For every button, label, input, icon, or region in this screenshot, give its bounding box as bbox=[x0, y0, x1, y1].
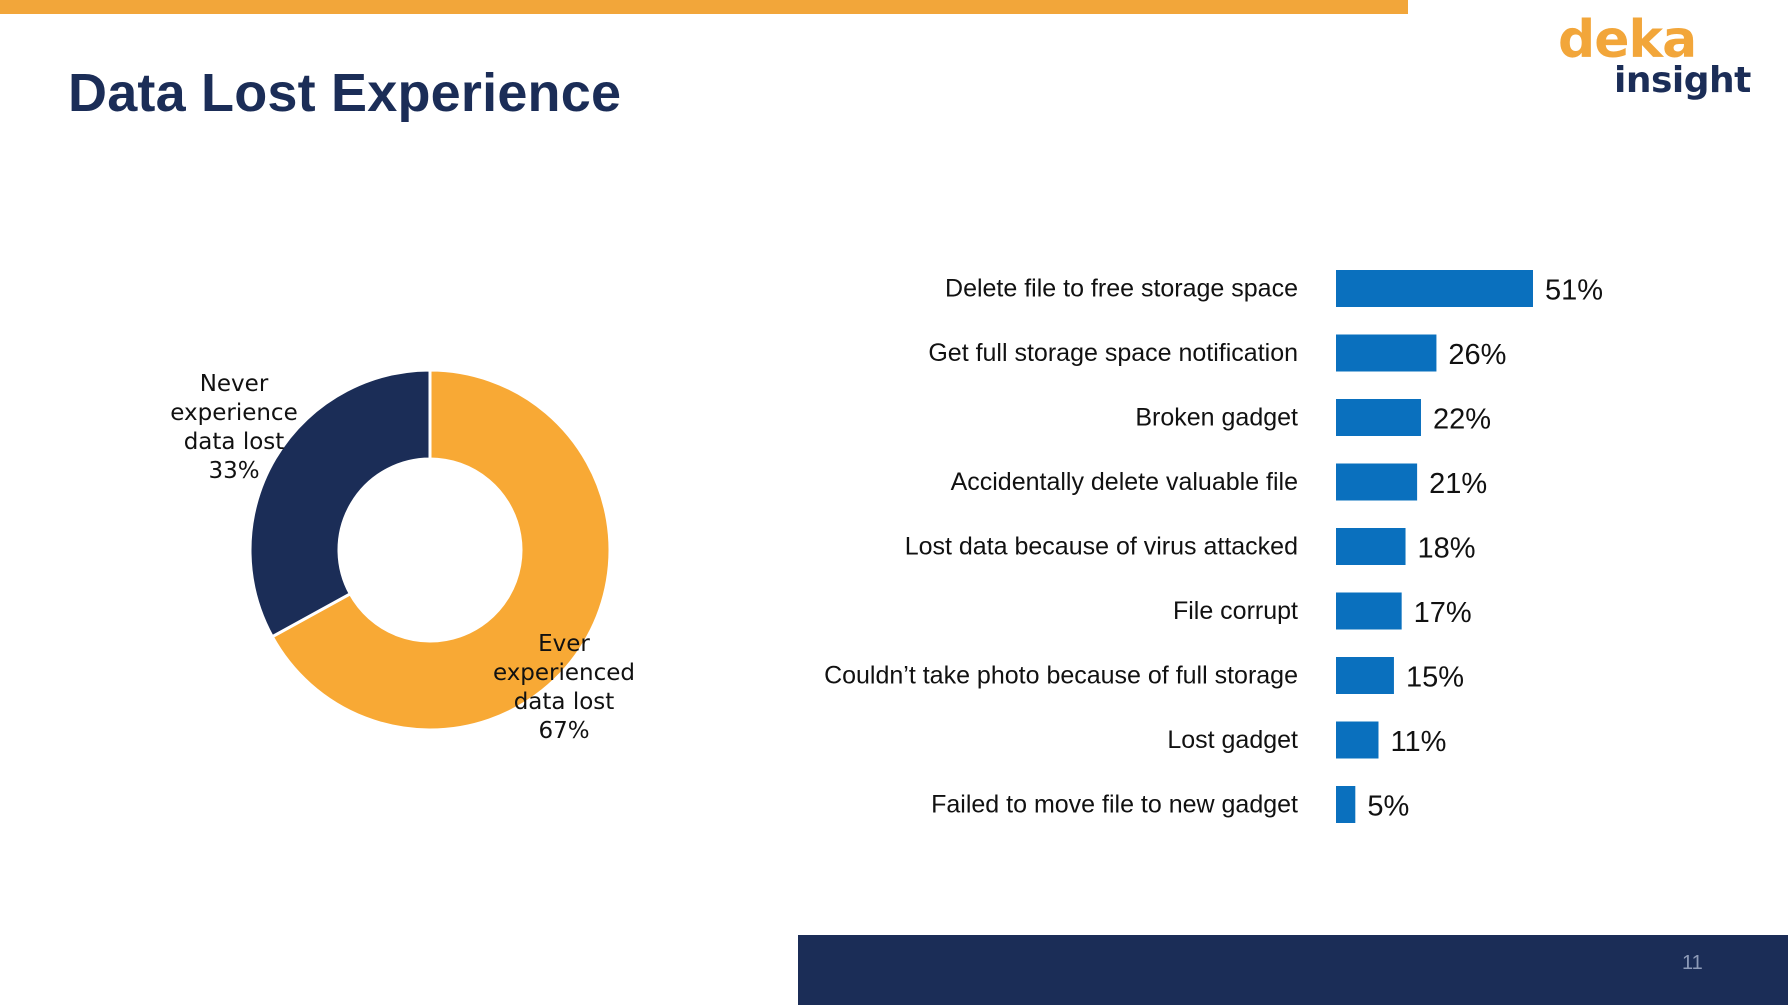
donut-label-line: experience bbox=[170, 400, 298, 426]
bar-value-label: 18% bbox=[1418, 533, 1476, 565]
donut-label-never-experience: Never experience data lost 33% bbox=[154, 370, 314, 486]
horizontal-bar-chart: Delete file to free storage space 51% Get … bbox=[824, 270, 1603, 823]
bar-category-label: Get full storage space notification bbox=[928, 339, 1298, 367]
donut-label-value: 67% bbox=[538, 718, 590, 744]
bar-category-label: Lost gadget bbox=[1167, 726, 1298, 754]
bar-category-label: Couldn’t take photo because of full stor… bbox=[824, 662, 1298, 690]
bar-value-label: 15% bbox=[1406, 662, 1464, 694]
bar-category-label: Failed to move file to new gadget bbox=[931, 791, 1298, 819]
logo-wordmark-deka: deka bbox=[1558, 10, 1697, 70]
donut-label-line: experienced bbox=[492, 660, 636, 686]
deka-insight-logo: deka insight bbox=[1552, 10, 1752, 110]
bar bbox=[1336, 270, 1533, 307]
bar-category-label: Broken gadget bbox=[1135, 404, 1298, 432]
bar-category-label: Lost data because of virus attacked bbox=[905, 533, 1298, 561]
top-accent-bar bbox=[0, 0, 1408, 14]
bar bbox=[1336, 463, 1418, 501]
bar bbox=[1336, 528, 1406, 565]
donut-chart bbox=[248, 368, 612, 732]
donut-slice-ever-experienced bbox=[270, 368, 612, 732]
bar-value-label: 51% bbox=[1545, 275, 1603, 307]
donut-label-line: Never bbox=[199, 371, 269, 397]
bar-value-label: 22% bbox=[1433, 404, 1491, 436]
bar bbox=[1336, 721, 1379, 759]
footer-bar bbox=[798, 935, 1788, 1005]
logo-wordmark-insight: insight bbox=[1614, 60, 1751, 101]
bar-value-label: 11% bbox=[1390, 726, 1446, 758]
bar-value-label: 17% bbox=[1414, 597, 1472, 629]
donut-label-value: 33% bbox=[208, 458, 260, 484]
bar-category-label: Accidentally delete valuable file bbox=[951, 468, 1298, 496]
donut-label-line: Ever bbox=[538, 631, 590, 657]
bar-value-label: 21% bbox=[1429, 468, 1487, 500]
bar bbox=[1336, 786, 1356, 823]
bar bbox=[1336, 399, 1421, 436]
bar bbox=[1336, 334, 1437, 372]
donut-label-line: data lost bbox=[513, 689, 615, 715]
bar-category-label: File corrupt bbox=[1173, 597, 1298, 625]
page-number: 11 bbox=[1682, 952, 1703, 974]
donut-label-ever-experienced: Ever experienced data lost 67% bbox=[484, 630, 644, 746]
bar bbox=[1336, 592, 1402, 630]
bar-category-label: Delete file to free storage space bbox=[945, 275, 1298, 303]
donut-label-line: data lost bbox=[183, 429, 285, 455]
slide-title: Data Lost Experience bbox=[68, 63, 622, 123]
bar-value-label: 26% bbox=[1448, 339, 1506, 371]
bar bbox=[1336, 657, 1394, 694]
bar-value-label: 5% bbox=[1367, 791, 1409, 823]
donut-slice-never-experience bbox=[248, 368, 432, 639]
